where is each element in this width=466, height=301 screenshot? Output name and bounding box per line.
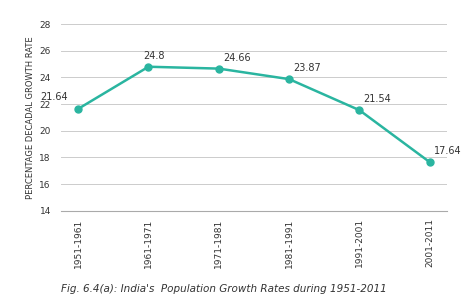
Text: 24.8: 24.8	[143, 51, 164, 61]
India	[356, 108, 362, 112]
Y-axis label: PERCENTAGE DECADAL GROWTH RATE: PERCENTAGE DECADAL GROWTH RATE	[26, 36, 35, 199]
India	[146, 65, 151, 69]
Text: 23.87: 23.87	[294, 63, 321, 73]
Text: 21.64: 21.64	[40, 92, 68, 102]
Text: 21.54: 21.54	[363, 94, 391, 104]
India	[286, 77, 292, 81]
India	[216, 67, 222, 70]
India	[427, 160, 432, 164]
Text: Fig. 6.4(a): India's  Population Growth Rates during 1951-2011: Fig. 6.4(a): India's Population Growth R…	[61, 284, 386, 294]
Text: 17.64: 17.64	[434, 146, 462, 156]
India	[75, 107, 81, 111]
Text: 24.66: 24.66	[223, 53, 251, 63]
Line: India: India	[75, 63, 433, 166]
